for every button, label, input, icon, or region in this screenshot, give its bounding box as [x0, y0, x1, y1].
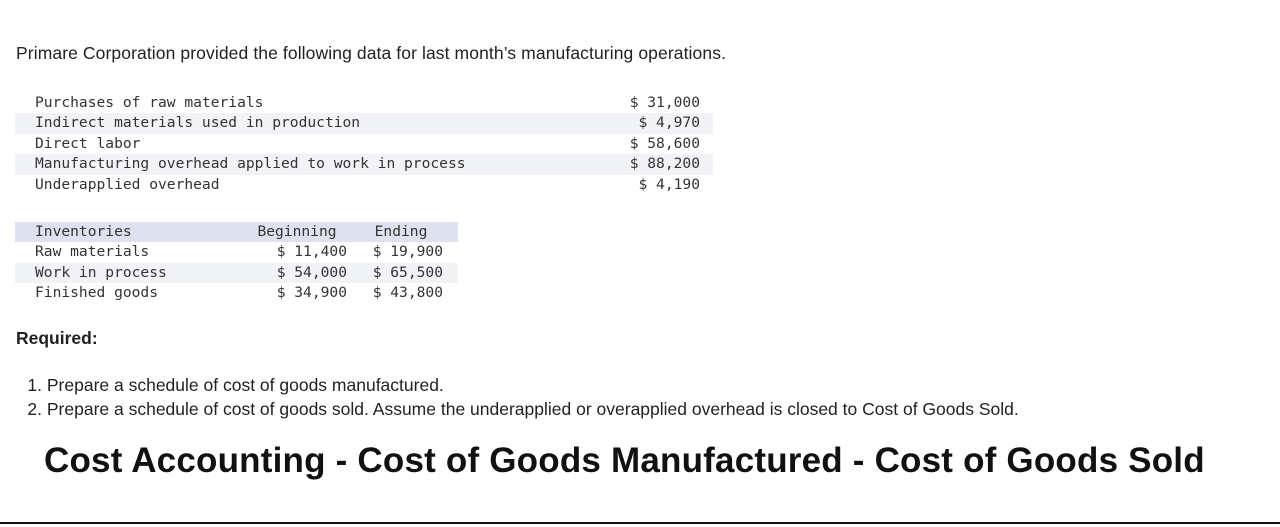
banner-title: Cost Accounting - Cost of Goods Manufact… [44, 441, 1205, 480]
cost-item-value: $ 31,000 [629, 94, 700, 111]
table-row: Indirect materials used in production $ … [15, 113, 713, 134]
cost-item-value: $ 88,200 [587, 154, 713, 175]
table-row: Raw materials $ 11,400 $ 19,900 [15, 242, 458, 262]
table-row: Direct labor $ 58,600 [15, 134, 713, 154]
inventory-header-row: Inventories Beginning Ending [15, 222, 458, 243]
table-row: Underapplied overhead $ 4,190 [15, 175, 713, 195]
inventory-ending: $ 19,900 [372, 243, 443, 261]
inventory-ending: $ 65,500 [359, 262, 458, 284]
inventory-header-ending: Ending [359, 222, 458, 243]
table-row: Manufacturing overhead applied to work i… [15, 154, 713, 175]
task-number: 1. [27, 375, 42, 395]
inventory-label: Raw materials [35, 243, 150, 261]
task-list: 1. Prepare a schedule of cost of goods m… [20, 373, 1019, 421]
cost-item-label: Underapplied overhead [35, 175, 220, 193]
inventory-ending: $ 43,800 [372, 284, 443, 302]
task-number: 2. [27, 399, 42, 419]
cost-item-value: $ 4,190 [638, 175, 700, 193]
table-row: Finished goods $ 34,900 $ 43,800 [15, 283, 458, 303]
table-row: Work in process $ 54,000 $ 65,500 [15, 262, 458, 284]
inventory-header-label: Inventories [15, 222, 247, 243]
task-text: Prepare a schedule of cost of goods manu… [46, 375, 444, 395]
list-item: 2. Prepare a schedule of cost of goods s… [20, 397, 1019, 421]
table-row: Purchases of raw materials $ 31,000 [15, 93, 713, 113]
inventory-beginning: $ 34,900 [276, 284, 347, 302]
cost-data-table: Purchases of raw materials $ 31,000 Indi… [15, 93, 713, 195]
task-text: Prepare a schedule of cost of goods sold… [46, 399, 1019, 419]
cost-item-label: Indirect materials used in production [15, 113, 588, 134]
cost-item-value: $ 4,970 [587, 113, 713, 134]
bottom-divider [0, 522, 1280, 524]
inventory-table: Inventories Beginning Ending Raw materia… [15, 222, 458, 304]
cost-item-label: Manufacturing overhead applied to work i… [15, 154, 588, 175]
intro-text: Primare Corporation provided the followi… [16, 43, 727, 63]
inventory-beginning: $ 11,400 [276, 243, 347, 261]
cost-item-label: Direct labor [35, 134, 141, 152]
inventory-label: Work in process [15, 262, 247, 284]
cost-item-value: $ 58,600 [629, 134, 700, 152]
required-heading: Required: [16, 328, 98, 348]
cost-item-label: Purchases of raw materials [35, 94, 264, 111]
inventory-beginning: $ 54,000 [247, 262, 359, 284]
inventory-label: Finished goods [35, 284, 159, 302]
list-item: 1. Prepare a schedule of cost of goods m… [20, 373, 1019, 397]
inventory-header-beginning: Beginning [247, 222, 359, 243]
